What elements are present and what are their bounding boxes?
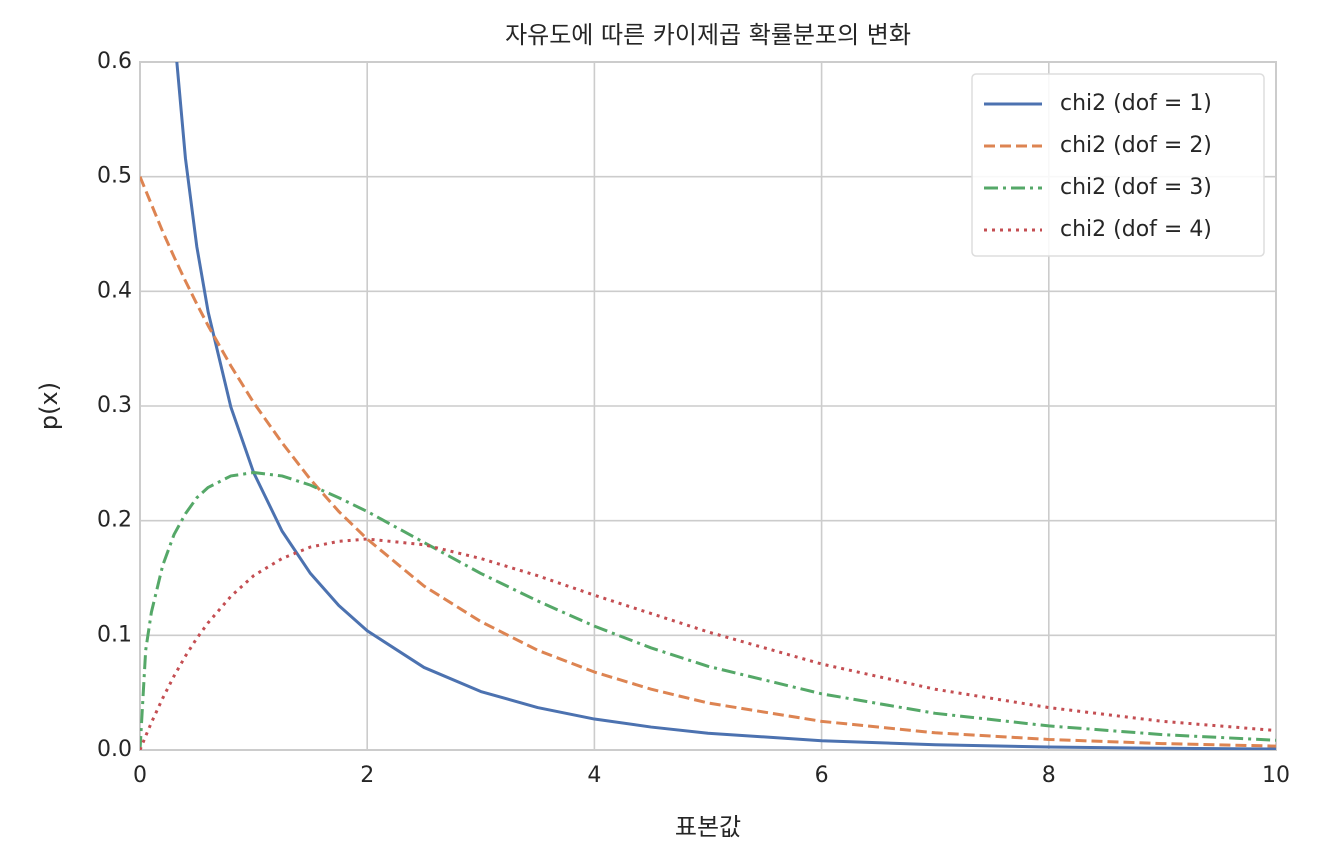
legend-label: chi2 (dof = 2) — [1060, 133, 1212, 158]
legend-label: chi2 (dof = 1) — [1060, 91, 1212, 116]
y-tick-label: 0.6 — [97, 49, 132, 74]
legend: chi2 (dof = 1) chi2 (dof = 2) chi2 (dof = … — [971, 73, 1265, 257]
line-series — [140, 471, 1276, 750]
x-tick-label: 8 — [1042, 763, 1056, 788]
y-tick-label: 0.0 — [97, 737, 132, 762]
x-tick-label: 2 — [360, 763, 374, 788]
y-tick-label: 0.3 — [97, 393, 132, 418]
line-series — [140, 537, 1276, 750]
chart-title: 자유도에 따른 카이제곱 확률분포의 변화 — [505, 21, 911, 49]
line-series — [175, 62, 1276, 750]
x-tick-label: 0 — [133, 763, 147, 788]
y-tick-label: 0.5 — [97, 164, 132, 189]
x-tick-label: 6 — [815, 763, 829, 788]
plot-frame — [139, 61, 1277, 751]
y-tick-label: 0.4 — [97, 278, 132, 303]
legend-label: chi2 (dof = 4) — [1060, 217, 1212, 242]
plot-area — [140, 62, 1276, 750]
x-axis-label: 표본값 — [675, 813, 741, 841]
legend-label: chi2 (dof = 3) — [1060, 175, 1212, 200]
line-series — [140, 176, 1276, 748]
y-axis-label: p(x) — [35, 382, 63, 430]
y-tick-label: 0.2 — [97, 508, 132, 533]
x-tick-label: 4 — [587, 763, 601, 788]
legend-box — [971, 73, 1265, 257]
y-tick-label: 0.1 — [97, 622, 132, 647]
x-tick-label: 10 — [1262, 763, 1290, 788]
